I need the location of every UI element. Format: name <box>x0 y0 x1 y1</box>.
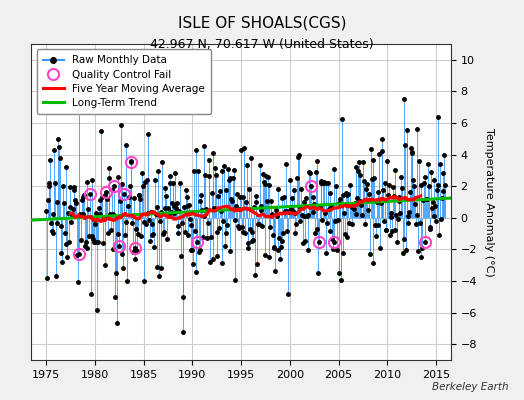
Text: ISLE OF SHOALS(CGS): ISLE OF SHOALS(CGS) <box>178 16 346 31</box>
Legend: Raw Monthly Data, Quality Control Fail, Five Year Moving Average, Long-Term Tren: Raw Monthly Data, Quality Control Fail, … <box>37 49 211 114</box>
Text: Berkeley Earth: Berkeley Earth <box>432 382 508 392</box>
Y-axis label: Temperature Anomaly (°C): Temperature Anomaly (°C) <box>484 128 494 276</box>
Text: 42.967 N, 70.617 W (United States): 42.967 N, 70.617 W (United States) <box>150 38 374 51</box>
